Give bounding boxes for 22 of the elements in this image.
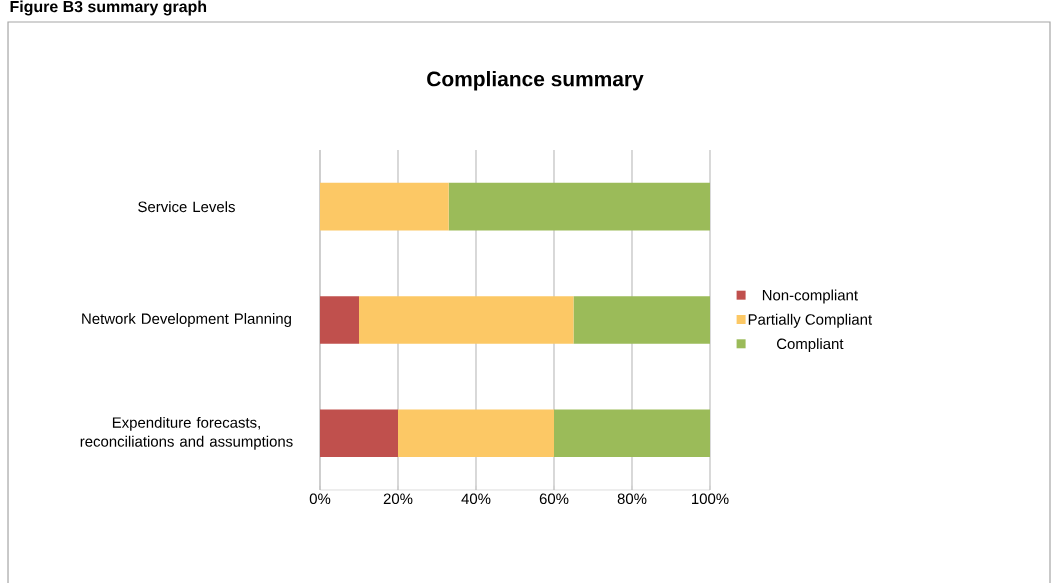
bar [448,182,711,231]
bar [320,409,399,458]
bar [554,409,711,458]
y-tick-label: Service Levels [138,201,235,213]
caption: Figure B3 summary graph [10,0,207,16]
x-tick-label: 80% [617,493,647,505]
y-tick-label: Network Development Planning [82,313,291,327]
bar [320,296,360,344]
x-tick-label: 40% [461,493,491,505]
bar [573,296,711,344]
bar [398,409,555,458]
bar [320,182,449,231]
chart-title: Compliance summary [427,70,644,91]
legend-label: Partially Compliant [748,313,873,328]
y-tick-label: Expenditure forecasts, reconciliations and assumptions [80,416,293,450]
legend-label: Compliant [777,338,844,353]
x-tick-label: 20% [383,493,413,505]
bar [359,296,574,344]
x-tick-label: 0% [309,493,331,505]
x-tick-label: 60% [539,493,569,505]
x-tick-label: 100% [692,493,729,505]
legend-label: Non-compliant [762,289,858,304]
